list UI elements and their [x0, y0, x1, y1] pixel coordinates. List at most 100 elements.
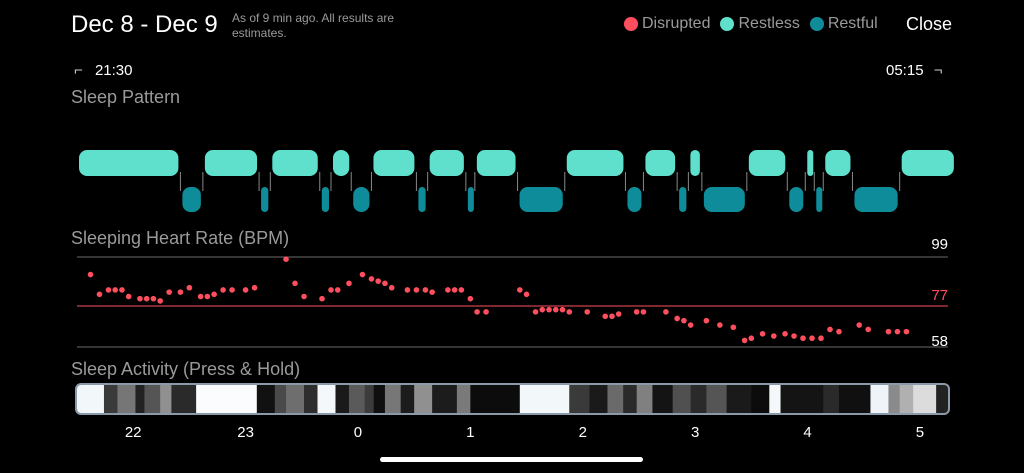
restless-segment	[748, 150, 786, 176]
heart-rate-point	[388, 284, 395, 291]
heart-rate-point	[359, 271, 366, 278]
activity-block	[432, 385, 458, 413]
legend-item-restless: Restless	[720, 15, 800, 33]
activity-block	[726, 385, 752, 413]
hour-tick-label: 4	[803, 424, 812, 441]
activity-block	[769, 385, 782, 413]
close-button[interactable]: Close	[906, 14, 953, 34]
heart-rate-point	[177, 289, 184, 295]
heart-rate-point	[818, 335, 824, 342]
heart-rate-point	[150, 295, 157, 302]
legend-label: Restless	[738, 15, 800, 32]
heart-rate-point	[467, 295, 474, 302]
activity-block	[823, 385, 840, 413]
restful-segment	[467, 187, 474, 212]
restful-dot-icon	[809, 17, 824, 31]
restful-segment	[519, 187, 563, 212]
hour-tick-label: 3	[690, 424, 700, 441]
restful-segment	[261, 187, 269, 212]
activity-block	[470, 385, 521, 413]
hour-tick-label: 0	[353, 424, 363, 441]
heart-rate-point	[334, 287, 341, 293]
heart-rate-point	[197, 293, 204, 300]
heart-rate-point	[856, 322, 863, 328]
heart-rate-point	[602, 313, 609, 320]
activity-block	[706, 385, 728, 413]
home-indicator[interactable]	[380, 457, 643, 462]
restful-segment	[418, 187, 426, 212]
heart-rate-point	[283, 256, 289, 262]
min-value-label: 58	[931, 333, 948, 350]
heart-rate-point	[119, 287, 125, 293]
heart-rate-point	[143, 295, 150, 302]
heart-rate-point	[717, 322, 723, 328]
activity-block	[144, 385, 161, 413]
legend-label: Disrupted	[642, 15, 711, 32]
restless-segment	[476, 150, 516, 176]
heart-rate-point	[552, 306, 559, 313]
heart-rate-point	[885, 328, 892, 335]
sleep-activity-heatmap	[77, 385, 937, 413]
activity-block	[569, 385, 590, 413]
start-time: ⌐ 21:30	[74, 62, 132, 79]
activity-block	[135, 385, 145, 413]
heart-rate-point	[703, 317, 710, 324]
heart-rate-point	[865, 326, 872, 333]
heart-rate-point	[584, 309, 591, 315]
heart-rate-point	[458, 287, 465, 293]
hour-tick-label: 2	[578, 424, 587, 441]
restless-segment	[373, 150, 415, 176]
activity-block	[672, 385, 692, 413]
activity-block	[274, 385, 287, 413]
sleep-activity-title: Sleep Activity (Press & Hold)	[71, 359, 301, 379]
activity-block	[899, 385, 914, 413]
heart-rate-point	[681, 317, 687, 324]
restless-segment	[807, 150, 814, 176]
bracket-left-icon: ⌐	[74, 62, 83, 79]
hour-tick-label: 23	[237, 424, 254, 441]
heart-rate-point	[546, 306, 552, 313]
heart-rate-point	[292, 280, 298, 287]
avg-value-label: 77	[931, 287, 948, 304]
activity-block	[384, 385, 402, 413]
heart-rate-point	[730, 324, 737, 331]
activity-block	[335, 385, 350, 413]
restful-segment	[854, 187, 898, 212]
heart-rate-point	[759, 331, 766, 337]
heart-rate-point	[211, 291, 217, 298]
heart-rate-point	[404, 287, 411, 293]
end-time-label: 05:15	[886, 62, 924, 79]
activity-block	[870, 385, 889, 413]
estimate-note: As of 9 min ago. All results are estimat…	[232, 11, 395, 40]
heart-rate-point	[483, 309, 489, 315]
restless-segment	[79, 150, 179, 176]
restful-segment	[679, 187, 687, 212]
activity-block	[364, 385, 375, 413]
heart-rate-point	[429, 289, 435, 295]
heart-rate-point	[640, 309, 647, 315]
sleep-pattern-chart	[79, 150, 954, 212]
heart-rate-point	[422, 287, 429, 293]
heart-rate-point	[87, 271, 94, 278]
activity-block	[400, 385, 415, 413]
heart-rate-point	[903, 328, 910, 335]
activity-block	[373, 385, 386, 413]
activity-block	[589, 385, 608, 413]
start-time-label: 21:30	[94, 62, 133, 79]
restless-segment	[429, 150, 464, 176]
heart-rate-point	[368, 276, 375, 282]
restful-segment	[789, 187, 804, 212]
activity-block	[317, 385, 336, 413]
activity-block	[256, 385, 276, 413]
restless-segment	[332, 150, 350, 176]
legend-item-disrupted: Disrupted	[624, 15, 710, 33]
sleep-activity-bar[interactable]	[75, 383, 950, 415]
max-value-label: 99	[931, 236, 948, 253]
heart-rate-point	[771, 333, 777, 339]
heart-rate-point	[112, 287, 119, 293]
hour-tick-label: 5	[915, 424, 925, 441]
activity-block	[623, 385, 638, 413]
heart-rate-point	[532, 309, 539, 315]
heart-rate-point	[748, 335, 755, 342]
heart-rate-point	[674, 315, 680, 322]
